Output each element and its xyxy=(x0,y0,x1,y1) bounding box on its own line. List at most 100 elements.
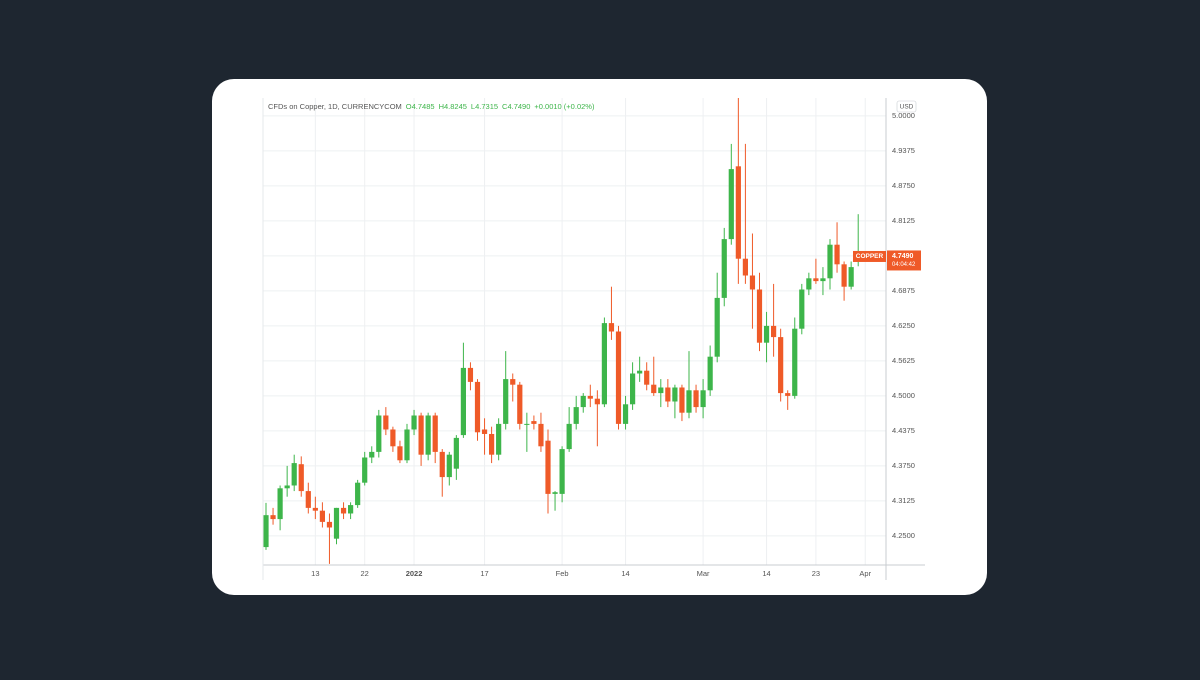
candle-body xyxy=(446,454,452,478)
x-tick-label: 17 xyxy=(480,569,488,578)
candle-body xyxy=(270,515,276,520)
card xyxy=(212,79,987,595)
candle-body xyxy=(778,337,784,394)
candle-body xyxy=(333,507,340,539)
candle-body xyxy=(672,387,678,402)
candle-body xyxy=(679,387,685,413)
candle-body xyxy=(630,373,636,405)
candle-body xyxy=(658,387,664,394)
tag-name: COPPER xyxy=(856,253,884,260)
x-tick-label: Apr xyxy=(859,569,871,578)
candle-body xyxy=(806,278,812,290)
candle-body xyxy=(397,446,403,461)
candle-body xyxy=(622,404,629,424)
candle-body xyxy=(298,464,304,492)
candle-body xyxy=(263,515,269,548)
candle-body xyxy=(756,289,763,343)
legend: CFDs on Copper, 1D, CURRENCYCOM O4.7485 H4… xyxy=(268,102,595,111)
candle-body xyxy=(383,415,389,430)
candle-body xyxy=(637,370,643,374)
candle-body xyxy=(460,367,466,436)
candle-body xyxy=(601,323,607,405)
y-tick-label: 4.6875 xyxy=(892,286,915,295)
candle-body xyxy=(827,244,833,279)
candle-body xyxy=(355,482,361,506)
symbol: CFDs on Copper, 1D, CURRENCYCOM xyxy=(268,102,402,111)
y-tick-label: 4.9375 xyxy=(892,146,915,155)
candle-body xyxy=(510,379,516,385)
candle-body xyxy=(707,356,713,391)
y-tick-label: 4.8125 xyxy=(892,216,915,225)
candle-body xyxy=(340,507,347,514)
candle-body xyxy=(390,429,396,447)
candle-body xyxy=(742,258,748,276)
candle-body xyxy=(369,451,375,458)
x-tick-label: 23 xyxy=(812,569,820,578)
candle-body xyxy=(559,449,565,494)
candle-body xyxy=(481,429,488,434)
candle-body xyxy=(686,390,692,413)
y-tick-label: 4.2500 xyxy=(892,531,915,540)
candle-body xyxy=(594,398,600,405)
candle-body xyxy=(573,407,579,424)
legend-change: +0.0010 (+0.02%) xyxy=(534,102,595,111)
candle-body xyxy=(608,323,615,332)
candle-body xyxy=(799,289,805,329)
candle-body xyxy=(792,328,798,396)
price-tag: COPPER 4.7490 04:04:42 xyxy=(853,250,921,271)
candle-body xyxy=(319,510,325,522)
y-tick-label: 5.0000 xyxy=(892,111,915,120)
candle-body xyxy=(771,325,777,338)
candle-body xyxy=(439,451,445,478)
legend-low: L4.7315 xyxy=(471,102,498,111)
candle-body xyxy=(326,521,333,528)
y-tick-label: 4.5625 xyxy=(892,356,915,365)
legend-high: H4.8245 xyxy=(439,102,467,111)
candle-body xyxy=(820,278,826,282)
x-tick-label: Mar xyxy=(697,569,710,578)
y-tick-label: 4.4375 xyxy=(892,426,915,435)
candle-body xyxy=(841,264,847,287)
candle-body xyxy=(566,423,572,450)
candle-body xyxy=(693,390,699,408)
candle-body xyxy=(848,267,854,287)
candle-body xyxy=(362,457,368,483)
currency: USD xyxy=(900,104,914,111)
tag-timer: 04:04:42 xyxy=(892,262,916,268)
candle-body xyxy=(277,488,283,520)
y-tick-label: 4.3750 xyxy=(892,461,915,470)
candle-body xyxy=(496,423,502,455)
candle-body xyxy=(545,440,551,494)
legend-close: C4.7490 xyxy=(502,102,530,111)
tag-name-box xyxy=(853,250,886,262)
candle-body xyxy=(813,278,819,282)
candle-body xyxy=(763,325,770,343)
y-tick-label: 4.5000 xyxy=(892,391,915,400)
candle-body xyxy=(615,331,622,424)
candle-body xyxy=(700,390,706,408)
currency-box xyxy=(896,100,917,113)
candle-body xyxy=(291,463,297,486)
candle-body xyxy=(376,415,382,452)
y-tick-label: 4.6250 xyxy=(892,321,915,330)
candle-body xyxy=(432,415,438,452)
y-tick-label: 4.3125 xyxy=(892,496,915,505)
x-tick-label: 14 xyxy=(762,569,770,578)
x-tick-label: 14 xyxy=(621,569,629,578)
candle-body xyxy=(425,415,431,455)
tag-price: 4.7490 xyxy=(892,253,914,260)
candle-body xyxy=(284,485,290,489)
x-tick-label: Feb xyxy=(556,569,569,578)
candle-body xyxy=(411,415,417,430)
candle-body xyxy=(305,491,311,508)
candle-body xyxy=(580,395,586,408)
candle-body xyxy=(749,275,756,290)
candle-body xyxy=(524,423,530,425)
tag-price-box xyxy=(887,250,921,271)
candle-body xyxy=(587,395,593,399)
candle-body xyxy=(552,492,558,494)
y-tick-label: 4.8750 xyxy=(892,181,915,190)
candle-body xyxy=(728,169,734,240)
candle-body xyxy=(474,381,481,433)
